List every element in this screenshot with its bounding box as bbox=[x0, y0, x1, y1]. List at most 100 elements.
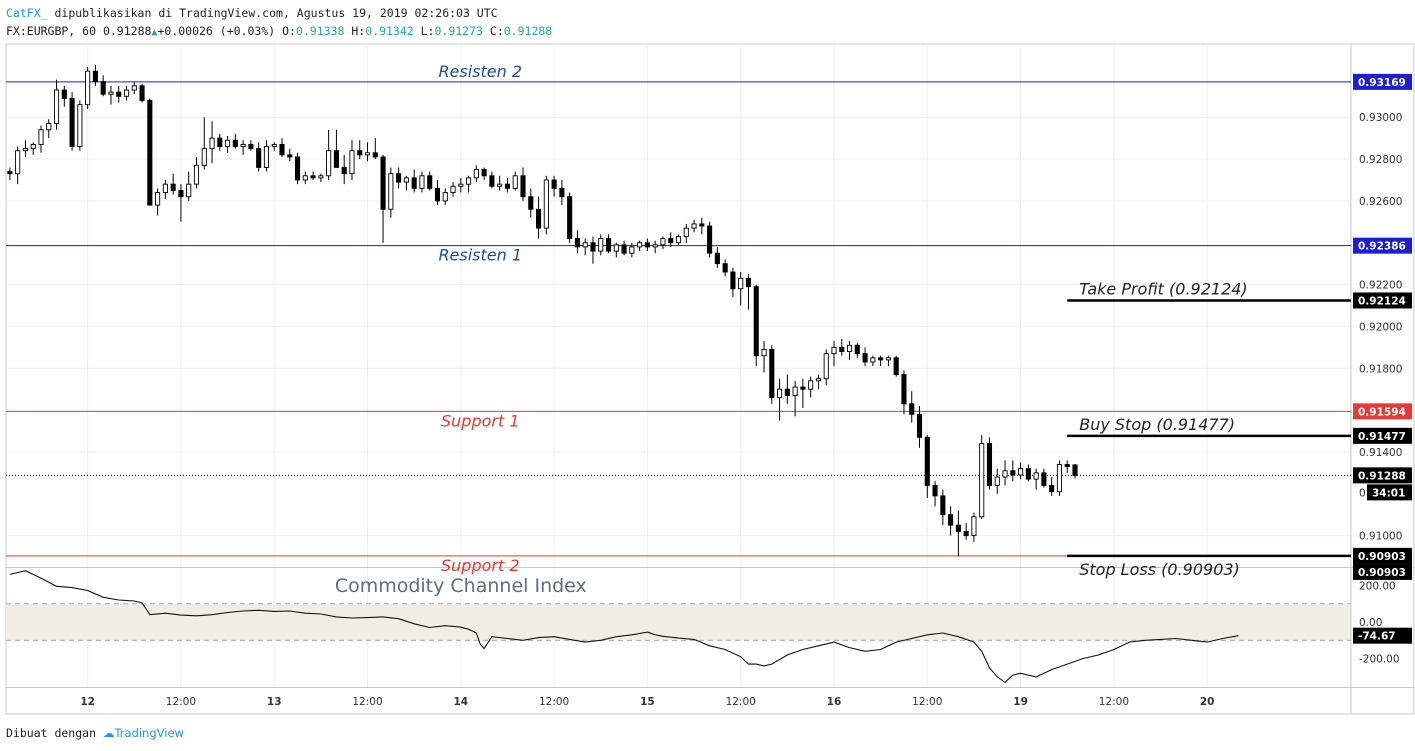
candle-body bbox=[256, 148, 262, 168]
candle-body bbox=[411, 177, 417, 189]
current-price-badge: 0.91288 bbox=[1358, 470, 1406, 482]
candle-body bbox=[326, 150, 332, 177]
candle-body bbox=[901, 374, 907, 405]
candle-body bbox=[248, 143, 254, 150]
time-tick-label: 12:00 bbox=[1099, 696, 1129, 708]
price-tick-label: 0 bbox=[1359, 487, 1366, 499]
candle-body bbox=[380, 156, 386, 210]
candle-body bbox=[434, 187, 441, 202]
cci-tick-label: 200.00 bbox=[1359, 580, 1396, 592]
candle-body bbox=[450, 185, 456, 193]
candle-body bbox=[792, 386, 798, 396]
cci-last-badge: -74.67 bbox=[1358, 631, 1396, 643]
price-tick-label: 0.92800 bbox=[1359, 154, 1402, 166]
cci-tick-label: -200.00 bbox=[1359, 654, 1400, 666]
time-tick-label: 12:00 bbox=[352, 696, 382, 708]
footer-brand[interactable]: TradingView bbox=[114, 726, 184, 740]
candle-body bbox=[916, 413, 923, 438]
candle-body bbox=[333, 150, 339, 168]
candle-body bbox=[963, 530, 969, 537]
candle-body bbox=[209, 137, 215, 150]
candle-body bbox=[590, 242, 596, 252]
footer: Dibuat dengan ☁TradingView bbox=[6, 726, 184, 740]
level-price-badge-bg bbox=[1353, 403, 1412, 420]
candle-body bbox=[862, 353, 868, 363]
candle-body bbox=[357, 150, 363, 156]
stop-loss-extra-badge-bg bbox=[1353, 563, 1412, 580]
candle-body bbox=[116, 91, 122, 97]
candle-body bbox=[831, 346, 837, 355]
candle-body bbox=[1018, 468, 1024, 476]
open-value: 0.91338 bbox=[295, 24, 345, 38]
candle-body bbox=[815, 378, 821, 382]
candle-body bbox=[481, 169, 487, 177]
candle-body bbox=[854, 344, 860, 355]
candle-body bbox=[846, 344, 853, 352]
cci-band bbox=[6, 603, 1351, 641]
candle-body bbox=[403, 177, 409, 183]
candle-body bbox=[769, 348, 775, 398]
candle-body bbox=[427, 175, 433, 189]
trade-level-label: Take Profit (0.92124) bbox=[1079, 279, 1247, 298]
candle-body bbox=[147, 100, 153, 206]
candle-body bbox=[310, 175, 316, 179]
candle-body bbox=[637, 242, 643, 248]
candle-body bbox=[497, 183, 503, 187]
candle-body bbox=[225, 139, 231, 147]
candle-body bbox=[92, 70, 98, 83]
candle-body bbox=[178, 189, 184, 198]
candle-body bbox=[372, 152, 378, 158]
time-tick-label: 12 bbox=[80, 696, 95, 708]
price-tick-label: 0.93000 bbox=[1359, 112, 1402, 124]
candle-body bbox=[582, 242, 588, 248]
candle-body bbox=[808, 380, 814, 390]
trade-price-badge-bg bbox=[1353, 547, 1412, 564]
price-tick-label: 0.92200 bbox=[1359, 280, 1402, 292]
candle-body bbox=[466, 177, 472, 185]
candle-body bbox=[30, 143, 36, 150]
candle-body bbox=[800, 386, 806, 390]
candle-body bbox=[660, 238, 666, 246]
publisher-name[interactable]: CatFX_ bbox=[6, 6, 48, 20]
publish-info: CatFX_ dipublikasikan di TradingView.com… bbox=[6, 6, 498, 20]
tradingview-logo-icon[interactable]: ☁ bbox=[102, 726, 115, 740]
candle-body bbox=[458, 183, 464, 187]
candle-body bbox=[69, 97, 75, 147]
candle-body bbox=[839, 346, 845, 352]
candle-body bbox=[15, 150, 21, 175]
candle-body bbox=[738, 277, 744, 290]
close-value: 0.91288 bbox=[503, 24, 553, 38]
price-change: +0.00026 (+0.03%) bbox=[157, 24, 276, 38]
high-value: 0.91342 bbox=[365, 24, 414, 38]
candle-body bbox=[512, 175, 518, 189]
candle-body bbox=[536, 208, 542, 229]
level-label: Support 2 bbox=[441, 556, 520, 575]
candle-body bbox=[240, 143, 246, 147]
candle-body bbox=[473, 169, 479, 179]
time-tick-label: 12:00 bbox=[166, 696, 196, 708]
candle-body bbox=[263, 146, 269, 168]
level-price-badge-bg bbox=[1353, 237, 1412, 254]
time-tick-label: 13 bbox=[267, 696, 282, 708]
candle-body bbox=[955, 524, 961, 532]
candle-body bbox=[193, 164, 200, 185]
candle-body bbox=[986, 443, 993, 486]
time-tick-label: 12:00 bbox=[726, 696, 756, 708]
candle-body bbox=[162, 183, 168, 193]
candle-body bbox=[46, 123, 52, 131]
open-label: O: bbox=[282, 24, 296, 38]
candle-body bbox=[629, 246, 635, 254]
candle-body bbox=[870, 357, 876, 363]
level-price-badge: 0.93169 bbox=[1358, 77, 1406, 89]
candle-body bbox=[714, 252, 720, 265]
candle-body bbox=[302, 175, 308, 181]
candle-body bbox=[644, 242, 650, 248]
trade-price-badge-bg bbox=[1353, 427, 1412, 444]
candle-body bbox=[730, 271, 736, 290]
price-tick-label: 0.91000 bbox=[1359, 531, 1402, 543]
candle-body bbox=[652, 244, 658, 248]
candle-body bbox=[683, 227, 689, 237]
level-price-badge: 0.91594 bbox=[1358, 406, 1406, 418]
candle-body bbox=[722, 263, 728, 273]
